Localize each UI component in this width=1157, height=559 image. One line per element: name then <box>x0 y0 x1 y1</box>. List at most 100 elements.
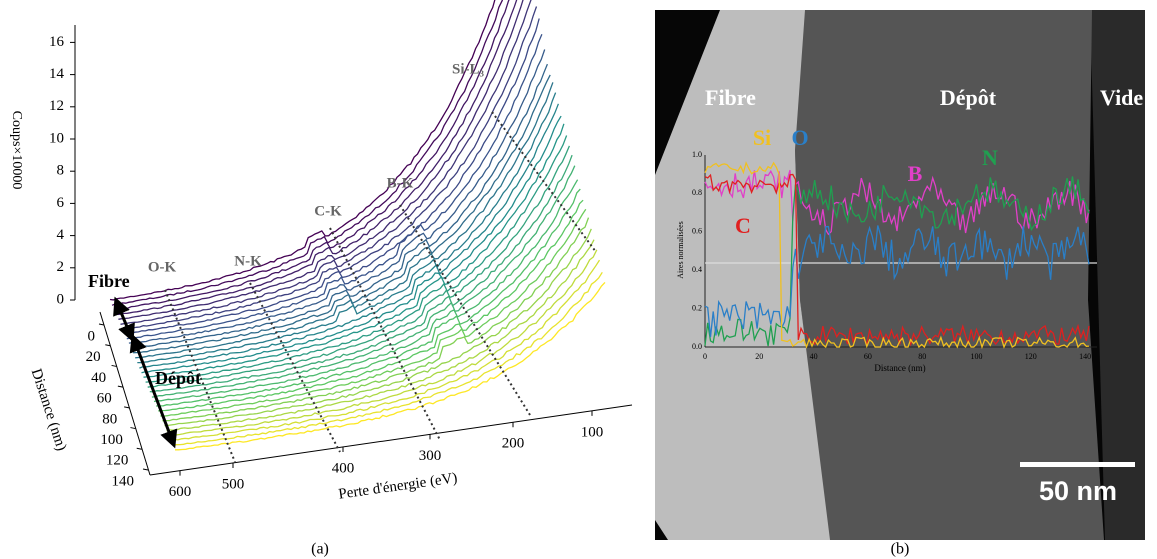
energy-tick-label: 100 <box>581 424 604 440</box>
energy-tick-label: 400 <box>332 460 355 476</box>
spectrum <box>126 33 543 340</box>
distance-tick <box>130 427 136 430</box>
region-label: Vide <box>1100 85 1143 110</box>
spectrum <box>133 74 551 354</box>
profile-line <box>704 161 1090 350</box>
y-tick-label: 14 <box>49 66 65 82</box>
x-tick-label: 20 <box>755 352 763 361</box>
x-tick-label: 0 <box>703 352 707 361</box>
edge-line <box>399 204 531 416</box>
y-tick-label: 16 <box>49 34 65 50</box>
y-tick-label: 10 <box>49 130 64 146</box>
spectrum <box>120 0 532 325</box>
x-tick-label: 100 <box>971 352 983 361</box>
y-tick-label: 1.0 <box>692 150 702 159</box>
y-axis-title: Coups×10000 <box>9 111 24 190</box>
scale-bar-label: 50 nm <box>1039 476 1117 506</box>
y-axis-title: Aires normalisées <box>676 221 685 279</box>
edge-label: B-K <box>387 175 414 191</box>
distance-tick-label: 140 <box>112 473 135 489</box>
x-tick-label: 40 <box>810 352 818 361</box>
distance-tick-label: 100 <box>100 432 123 448</box>
spectrum <box>118 0 524 320</box>
y-tick-label: 2 <box>57 259 65 275</box>
y-tick-label: 12 <box>49 98 64 114</box>
edge-line <box>491 111 597 253</box>
x-tick-label: 140 <box>1079 352 1091 361</box>
spectrum <box>160 208 587 417</box>
profile-line <box>704 176 1090 347</box>
region-label: Fibre <box>705 85 756 110</box>
distance-tick <box>142 468 149 471</box>
spectrum <box>172 271 603 447</box>
fibre-region <box>655 10 830 540</box>
spectrum <box>137 92 557 364</box>
edge-label: O-K <box>148 259 177 275</box>
profile-line <box>704 225 1090 338</box>
caption: (a) <box>311 541 329 558</box>
energy-axis-title: Perte d'énergie (eV) <box>337 470 458 503</box>
energy-tick-label: 600 <box>169 484 192 500</box>
spectrum <box>156 188 581 407</box>
region-label: Dépôt <box>940 85 997 110</box>
energy-tick-label: 500 <box>222 476 245 492</box>
spectrum <box>168 249 598 437</box>
scale-bar <box>1020 462 1135 467</box>
distance-tick <box>136 447 142 450</box>
profile-line <box>704 169 1090 236</box>
spectrum <box>135 82 554 359</box>
distance-tick-label: 20 <box>86 349 101 365</box>
energy-tick-label: 300 <box>419 448 442 464</box>
spectrum <box>149 154 573 393</box>
distance-tick-label: 0 <box>88 328 96 344</box>
profile-line <box>704 173 1090 347</box>
region-label: Dépôt <box>155 368 201 388</box>
y-tick-label: 0.4 <box>692 265 702 274</box>
region-arrow <box>113 296 135 343</box>
spectrum <box>151 165 576 398</box>
distance-tick-label: 80 <box>102 411 117 427</box>
edge-label: C-K <box>314 203 342 219</box>
energy-axis <box>149 404 633 476</box>
spectrum <box>141 115 562 374</box>
vacuum-region <box>1090 10 1145 540</box>
distance-tick <box>124 406 130 409</box>
spectrum <box>128 49 546 344</box>
spectrum <box>114 0 510 311</box>
spectrum <box>147 145 570 388</box>
y-tick-label: 0.6 <box>692 227 702 236</box>
spectrum <box>130 63 549 350</box>
y-tick-label: 6 <box>57 195 65 211</box>
distance-tick <box>117 385 123 388</box>
spectrum <box>164 228 592 427</box>
edge-label: Si-L₃ <box>452 61 485 77</box>
distance-tick-label: 40 <box>91 370 106 386</box>
y-tick-label: 4 <box>57 227 65 243</box>
spectrum <box>139 103 560 369</box>
edge-label: N-K <box>234 253 262 269</box>
edge-line <box>249 282 341 453</box>
x-tick-label: 120 <box>1025 352 1037 361</box>
spectrum <box>170 259 601 442</box>
spectrum <box>158 199 584 412</box>
spectrum <box>153 179 579 403</box>
spectrum <box>111 0 504 306</box>
spectra <box>109 0 606 451</box>
y-tick-label: 8 <box>57 163 65 179</box>
edge-line <box>164 289 236 463</box>
y-tick-label: 0.2 <box>692 303 702 312</box>
distance-tick <box>98 323 105 326</box>
deposit-region <box>795 10 1104 540</box>
distance-axis-title: Distance (nm) <box>28 367 70 453</box>
spectrum <box>143 123 565 378</box>
y-tick-label: 0.8 <box>692 188 702 197</box>
x-axis-title: Distance (nm) <box>874 363 925 373</box>
y-tick-label: 0 <box>57 291 65 307</box>
spectrum <box>124 18 540 335</box>
element-label: O <box>791 125 808 150</box>
region-arrow <box>129 333 178 449</box>
spectrum <box>116 0 518 316</box>
element-label: N <box>982 145 998 170</box>
element-label: Si <box>753 125 771 150</box>
